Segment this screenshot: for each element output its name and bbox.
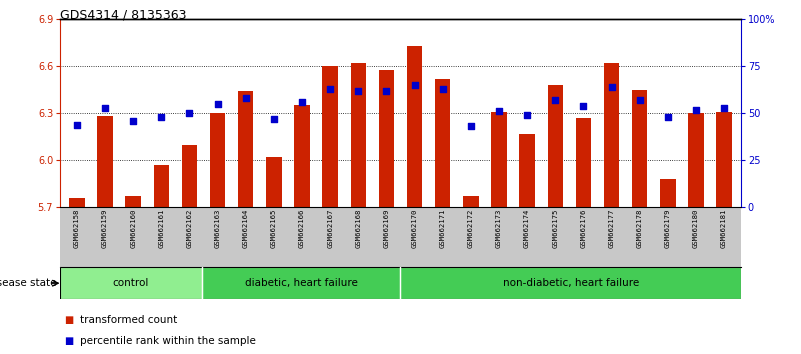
Text: ■: ■: [64, 315, 74, 325]
Bar: [323, 67, 338, 207]
Text: GSM662161: GSM662161: [159, 209, 164, 248]
Bar: [435, 79, 450, 207]
Text: GSM662173: GSM662173: [496, 209, 502, 248]
Text: GSM662180: GSM662180: [693, 209, 699, 248]
Text: ■: ■: [64, 336, 74, 346]
Point: [239, 96, 252, 101]
Text: GSM662177: GSM662177: [609, 209, 614, 248]
Text: GSM662179: GSM662179: [665, 209, 670, 248]
Text: GSM662174: GSM662174: [524, 209, 530, 248]
Point: [155, 114, 167, 120]
Bar: [210, 113, 225, 207]
Point: [521, 112, 533, 118]
Point: [549, 97, 562, 103]
Point: [465, 124, 477, 129]
Bar: [202, 267, 400, 299]
Text: GSM662160: GSM662160: [131, 209, 136, 248]
Point: [437, 86, 449, 92]
Text: GSM662167: GSM662167: [327, 209, 333, 248]
Point: [493, 109, 505, 114]
Bar: [400, 267, 741, 299]
Point: [99, 105, 111, 110]
Text: GSM662178: GSM662178: [637, 209, 642, 248]
Text: GSM662172: GSM662172: [468, 209, 474, 248]
Bar: [238, 91, 253, 207]
Point: [211, 101, 224, 107]
Point: [577, 103, 590, 109]
Text: GSM662171: GSM662171: [440, 209, 445, 248]
Text: GSM662181: GSM662181: [721, 209, 727, 248]
Bar: [604, 63, 619, 207]
Bar: [126, 196, 141, 207]
Bar: [379, 69, 394, 207]
Point: [296, 99, 308, 105]
Point: [634, 97, 646, 103]
Bar: [660, 179, 675, 207]
Bar: [60, 267, 202, 299]
Text: GSM662175: GSM662175: [552, 209, 558, 248]
Bar: [351, 63, 366, 207]
Text: transformed count: transformed count: [80, 315, 177, 325]
Bar: [519, 133, 535, 207]
Text: non-diabetic, heart failure: non-diabetic, heart failure: [502, 278, 639, 288]
Bar: [98, 116, 113, 207]
Text: GSM662165: GSM662165: [271, 209, 277, 248]
Bar: [632, 90, 647, 207]
Text: GSM662164: GSM662164: [243, 209, 249, 248]
Bar: [182, 144, 197, 207]
Text: GSM662158: GSM662158: [74, 209, 80, 248]
Point: [183, 110, 196, 116]
Bar: [688, 113, 703, 207]
Point: [409, 82, 421, 88]
Point: [690, 107, 702, 112]
Text: GSM662166: GSM662166: [299, 209, 305, 248]
Text: GSM662176: GSM662176: [581, 209, 586, 248]
Bar: [69, 198, 85, 207]
Point: [70, 122, 83, 127]
Text: GDS4314 / 8135363: GDS4314 / 8135363: [60, 9, 187, 22]
Text: GSM662163: GSM662163: [215, 209, 220, 248]
Point: [352, 88, 364, 93]
Bar: [266, 157, 282, 207]
Bar: [407, 46, 422, 207]
Text: GSM662168: GSM662168: [356, 209, 361, 248]
Point: [718, 105, 731, 110]
Text: GSM662162: GSM662162: [187, 209, 192, 248]
Bar: [548, 85, 563, 207]
Point: [127, 118, 139, 124]
Point: [380, 88, 392, 93]
Bar: [154, 165, 169, 207]
Text: percentile rank within the sample: percentile rank within the sample: [80, 336, 256, 346]
Text: disease state: disease state: [0, 278, 56, 288]
Point: [268, 116, 280, 122]
Point: [605, 84, 618, 90]
Text: GSM662170: GSM662170: [412, 209, 417, 248]
Bar: [294, 105, 310, 207]
Text: diabetic, heart failure: diabetic, heart failure: [245, 278, 358, 288]
Bar: [716, 112, 732, 207]
Bar: [576, 118, 591, 207]
Text: control: control: [113, 278, 149, 288]
Bar: [491, 112, 507, 207]
Point: [324, 86, 336, 92]
Bar: [463, 196, 478, 207]
Point: [662, 114, 674, 120]
Text: GSM662159: GSM662159: [102, 209, 108, 248]
Text: GSM662169: GSM662169: [384, 209, 389, 248]
